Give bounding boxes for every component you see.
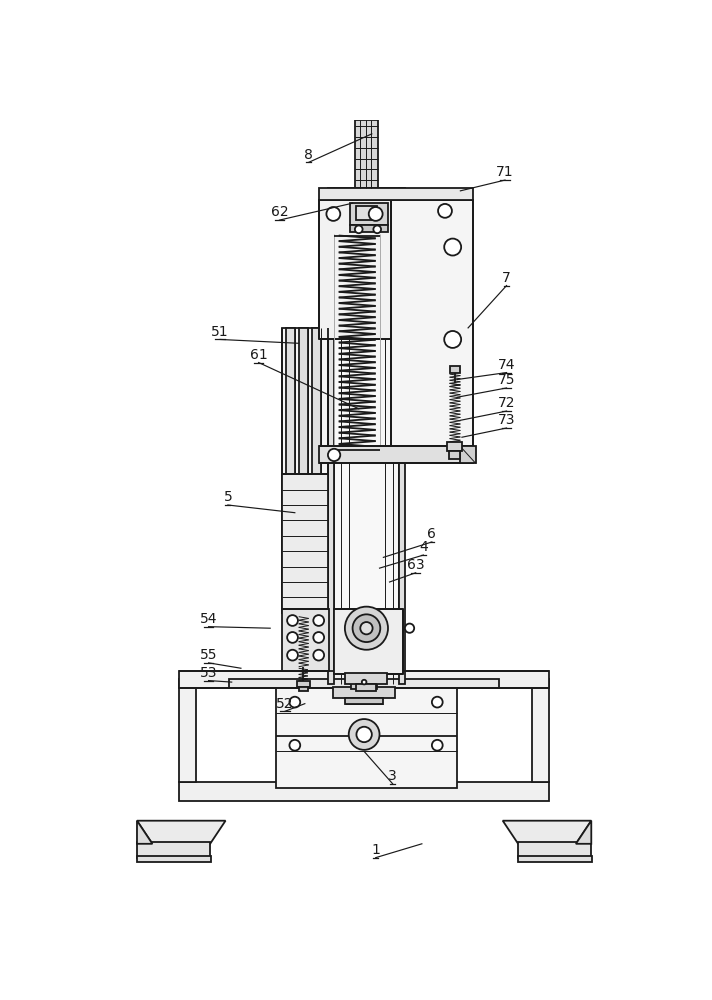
Bar [449, 366, 461, 373]
Polygon shape [503, 821, 591, 844]
Bar [356, 206, 377, 220]
Text: 55: 55 [200, 648, 217, 662]
Bar [276, 688, 456, 788]
Bar [179, 679, 197, 782]
Text: 72: 72 [498, 396, 515, 410]
Circle shape [373, 225, 381, 233]
Bar [518, 842, 591, 858]
Text: 53: 53 [200, 666, 217, 680]
Text: 71: 71 [496, 165, 514, 179]
Bar [319, 446, 473, 463]
Bar [446, 442, 462, 451]
Circle shape [326, 207, 340, 221]
Text: 61: 61 [250, 348, 268, 362]
Circle shape [345, 607, 388, 650]
Bar [319, 188, 473, 200]
Polygon shape [576, 821, 591, 844]
Bar [300, 687, 308, 691]
Bar [286, 328, 295, 613]
Bar [312, 328, 321, 613]
Text: 54: 54 [200, 612, 217, 626]
Bar [345, 698, 383, 704]
Polygon shape [137, 821, 226, 844]
Circle shape [287, 615, 298, 626]
Text: 3: 3 [388, 769, 397, 783]
Text: 6: 6 [427, 527, 436, 541]
Circle shape [444, 239, 461, 256]
Bar [179, 671, 549, 688]
Bar [345, 673, 387, 684]
Circle shape [355, 225, 362, 233]
Text: 62: 62 [271, 205, 288, 219]
Circle shape [369, 207, 382, 221]
Bar [334, 188, 399, 684]
Circle shape [313, 650, 324, 661]
Text: 75: 75 [498, 373, 515, 387]
Circle shape [290, 740, 300, 751]
Circle shape [362, 680, 367, 684]
Polygon shape [137, 821, 152, 844]
Circle shape [405, 624, 414, 633]
Bar [282, 474, 328, 613]
Bar [179, 782, 549, 801]
Bar [449, 451, 460, 459]
Text: 1: 1 [371, 843, 380, 857]
Bar [229, 679, 499, 688]
Bar [357, 684, 377, 691]
Bar [355, 120, 378, 188]
Circle shape [290, 697, 300, 708]
Bar [333, 687, 395, 698]
Circle shape [313, 615, 324, 626]
Circle shape [349, 719, 379, 750]
Text: 73: 73 [498, 413, 515, 427]
Circle shape [432, 740, 443, 751]
Circle shape [328, 449, 340, 461]
Bar [319, 200, 391, 339]
Text: 52: 52 [276, 697, 293, 711]
Bar [328, 188, 334, 684]
Circle shape [287, 650, 298, 661]
Bar [298, 328, 308, 613]
Circle shape [313, 632, 324, 643]
Bar [137, 842, 210, 858]
Bar [461, 446, 476, 463]
Bar [399, 188, 405, 684]
Bar [282, 328, 328, 613]
Bar [532, 679, 549, 782]
Bar [518, 856, 592, 862]
Text: 4: 4 [419, 540, 428, 554]
Bar [351, 677, 377, 689]
Bar [297, 681, 310, 687]
Bar [282, 609, 330, 671]
Circle shape [287, 632, 298, 643]
Bar [334, 609, 404, 674]
Bar [137, 856, 211, 862]
Circle shape [352, 614, 380, 642]
Text: 74: 74 [498, 358, 515, 372]
Text: 63: 63 [407, 558, 424, 572]
Circle shape [357, 727, 372, 742]
Text: 5: 5 [224, 490, 232, 504]
Bar [350, 225, 388, 232]
Circle shape [438, 204, 452, 218]
Circle shape [432, 697, 443, 708]
Circle shape [444, 331, 461, 348]
Text: 51: 51 [211, 325, 229, 339]
Circle shape [358, 676, 370, 688]
Bar [350, 203, 388, 225]
Circle shape [360, 622, 372, 634]
Bar [391, 200, 473, 446]
Text: 8: 8 [304, 148, 313, 162]
Text: 7: 7 [502, 271, 511, 285]
